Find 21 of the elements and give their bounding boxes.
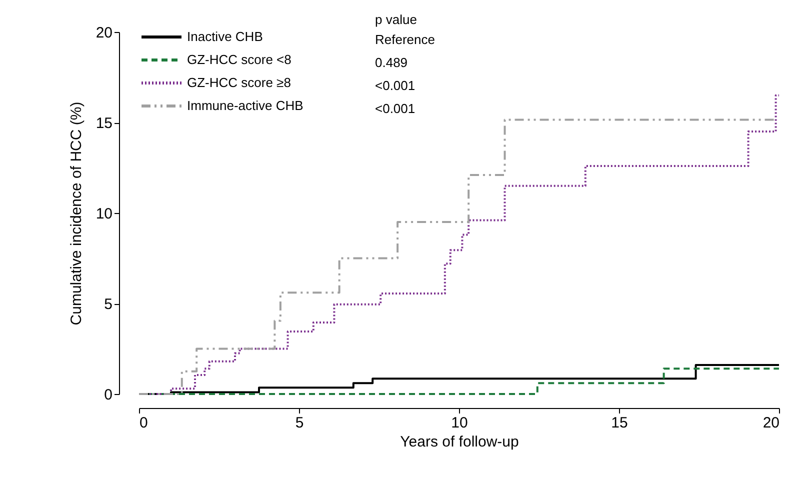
x-tick-label: 20 [762, 414, 780, 432]
y-tick-label: 20 [96, 24, 112, 42]
y-tick-label: 0 [104, 386, 112, 404]
x-tick-label: 5 [295, 414, 304, 432]
legend-label: GZ-HCC score <8 [187, 52, 292, 67]
y-tick-label: 15 [96, 115, 112, 132]
legend-label: Immune-active CHB [187, 98, 304, 113]
x-tick-label: 0 [140, 414, 148, 432]
x-tick-label: 15 [611, 414, 628, 432]
y-axis-title: Cumulative incidence of HCC (%) [68, 102, 85, 326]
annotation: <0.001 [375, 78, 416, 93]
annotation: 0.489 [375, 55, 408, 70]
legend-label: Inactive CHB [187, 29, 263, 44]
annotation: Reference [375, 32, 435, 47]
x-axis-title: Years of follow-up [400, 434, 519, 450]
annotation: <0.001 [375, 101, 416, 116]
y-tick-label: 5 [104, 296, 112, 313]
x-tick-label: 10 [451, 414, 468, 432]
legend-title: p value [375, 12, 417, 27]
legend-label: GZ-HCC score ≥8 [187, 75, 291, 90]
y-tick-label: 10 [96, 206, 112, 222]
